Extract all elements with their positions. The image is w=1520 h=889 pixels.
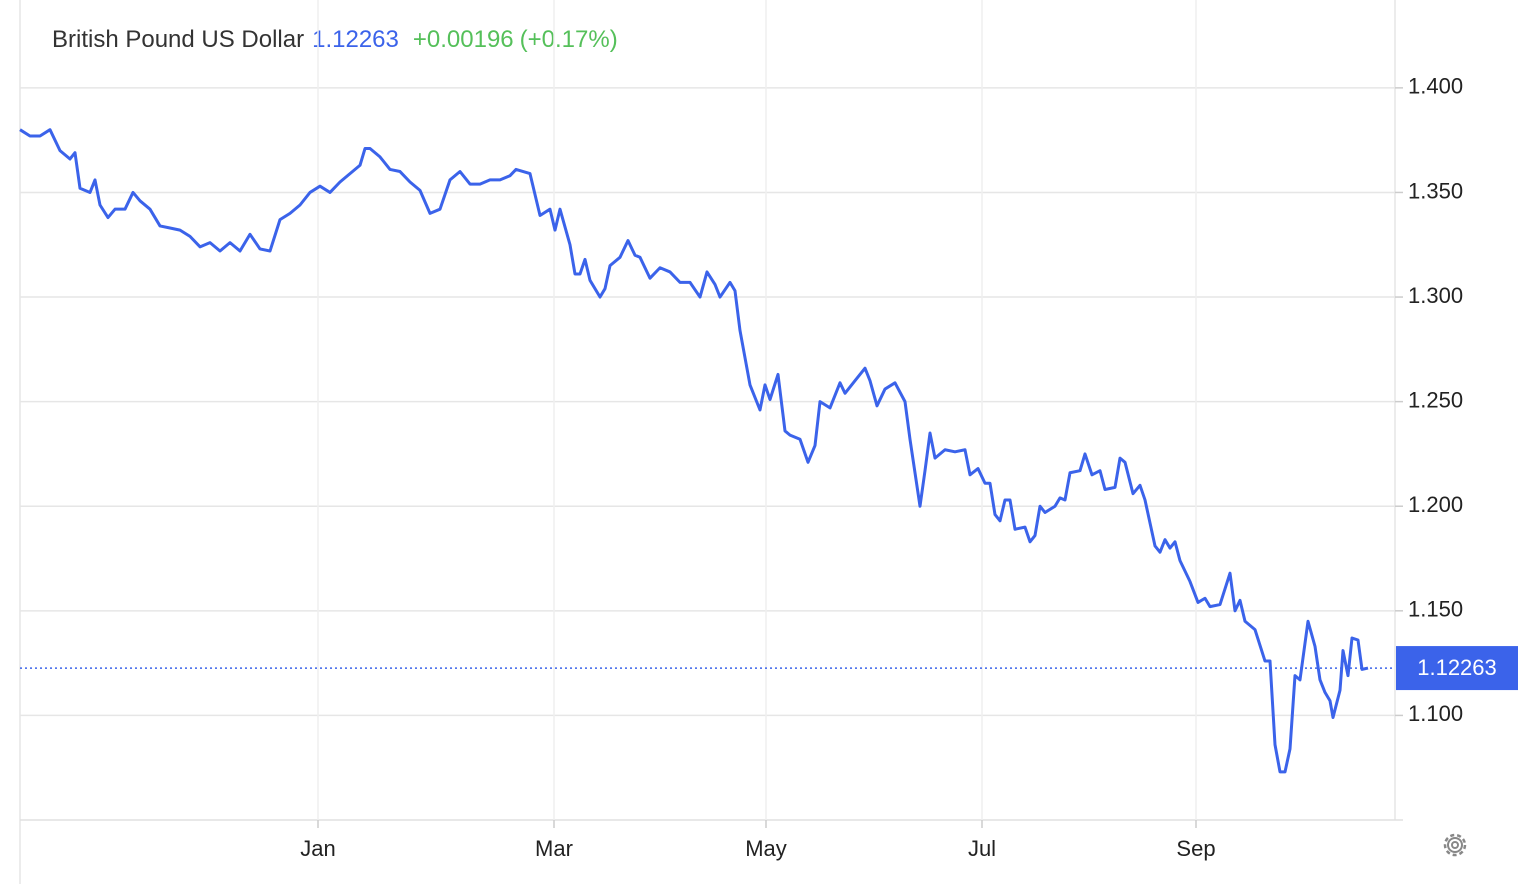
- y-tick-label: 1.200: [1408, 492, 1463, 517]
- settings-icon[interactable]: [1443, 833, 1467, 857]
- chart-title: British Pound US Dollar: [52, 26, 304, 53]
- gear-hole: [1451, 841, 1459, 849]
- price-line: [19, 128, 1369, 774]
- y-tick-label: 1.300: [1408, 283, 1463, 308]
- gear-teeth: [1443, 833, 1467, 857]
- x-tick-label: Jul: [968, 836, 996, 861]
- grid: [19, 0, 1403, 884]
- y-tick-label: 1.250: [1408, 387, 1463, 412]
- last-price-tag: [1396, 646, 1518, 691]
- y-tick-label: 1.150: [1408, 597, 1463, 622]
- last-price-label: 1.12263: [1417, 655, 1497, 680]
- y-tick-label: 1.100: [1408, 701, 1463, 726]
- chart-header: British Pound US Dollar 1.12263 +0.00196 (+…: [52, 26, 618, 53]
- price: 1.12263: [312, 26, 399, 53]
- change: +0.00196: [413, 26, 514, 53]
- x-tick-label: Jan: [300, 836, 335, 861]
- x-tick-label: Mar: [535, 836, 573, 861]
- change-pct: (+0.17%): [520, 26, 618, 53]
- x-tick-label: Sep: [1176, 836, 1215, 861]
- y-tick-label: 1.400: [1408, 74, 1463, 99]
- x-tick-label: May: [745, 836, 787, 861]
- gear-body: [1447, 837, 1463, 853]
- y-tick-label: 1.350: [1408, 178, 1463, 203]
